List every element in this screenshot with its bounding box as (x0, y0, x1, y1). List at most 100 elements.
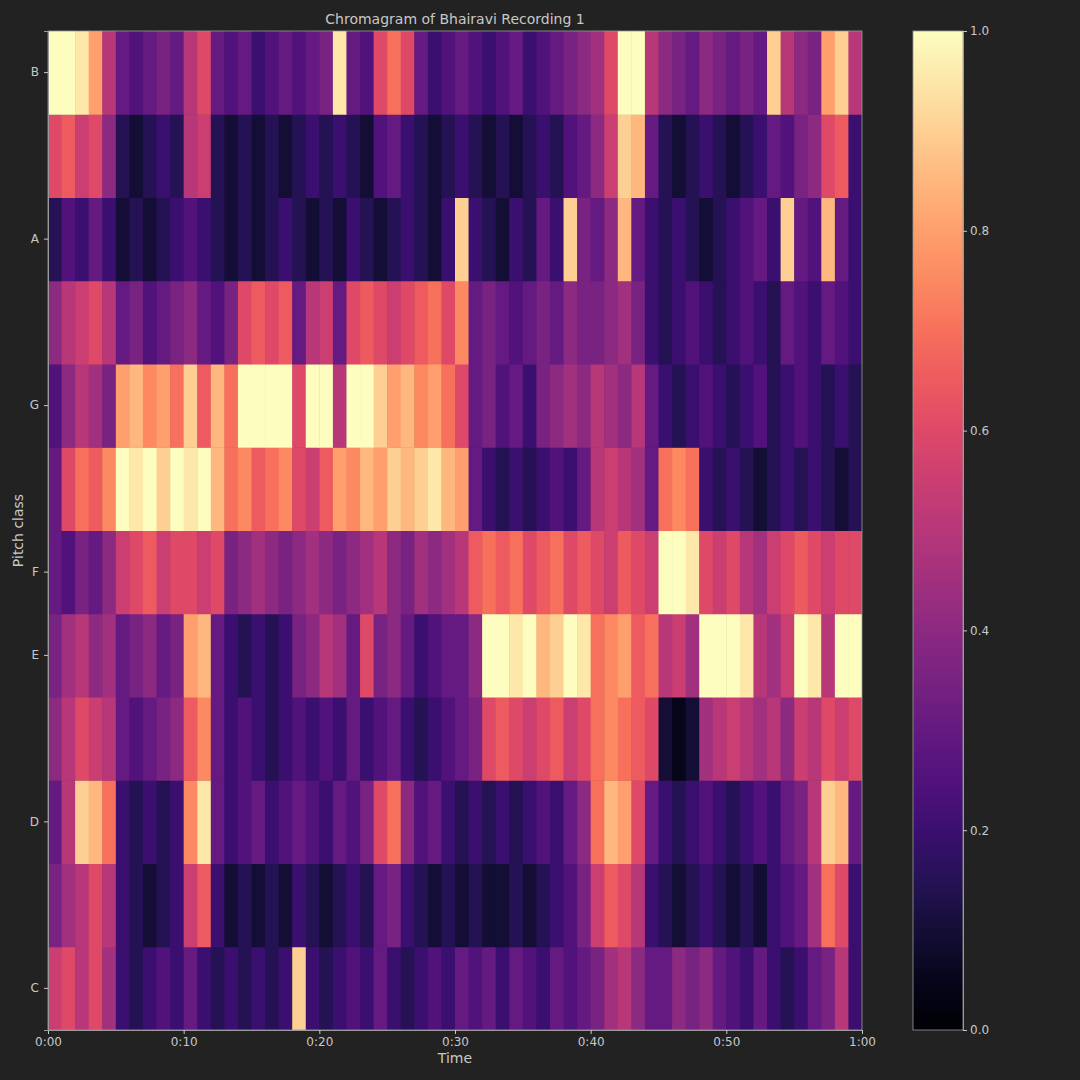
tick-label: 0.0 (970, 1023, 989, 1037)
tick-label: 1:00 (849, 1035, 876, 1049)
heatmap-cell (75, 114, 89, 198)
heatmap-cell (686, 947, 700, 1030)
heatmap-cell (346, 780, 360, 864)
heatmap-cell (170, 31, 184, 115)
heatmap-cell (75, 531, 89, 615)
tick-label: 0:30 (442, 1035, 469, 1049)
heatmap-cell (767, 531, 781, 615)
heatmap-cell (224, 614, 238, 698)
heatmap-cell (482, 697, 496, 781)
heatmap-cell (821, 31, 835, 115)
heatmap-cell (794, 281, 808, 365)
heatmap-cell (686, 697, 700, 781)
heatmap-cell (170, 614, 184, 698)
heatmap-cell (821, 531, 835, 615)
heatmap-cell (441, 364, 455, 448)
heatmap-cell (238, 531, 252, 615)
heatmap-cell (374, 614, 388, 698)
heatmap-cell (346, 447, 360, 531)
heatmap-cell (699, 447, 713, 531)
heatmap-cell (333, 364, 347, 448)
heatmap-cell (102, 697, 116, 781)
heatmap-cell (238, 364, 252, 448)
heatmap-cell (48, 780, 62, 864)
tick: 0.0 (963, 1023, 989, 1037)
heatmap-cell (740, 281, 754, 365)
heatmap-cell (564, 780, 578, 864)
tick-mark (44, 821, 48, 822)
heatmap-cell (808, 364, 822, 448)
heatmap-cell (116, 447, 130, 531)
heatmap-cell (808, 614, 822, 698)
heatmap-cell (401, 947, 415, 1030)
heatmap-cell (102, 947, 116, 1030)
heatmap-cell (129, 114, 143, 198)
heatmap-cell (252, 31, 266, 115)
heatmap-cell (577, 697, 591, 781)
heatmap-cell (279, 364, 293, 448)
heatmap-cell (48, 31, 62, 115)
heatmap-cell (143, 114, 157, 198)
heatmap-cell (767, 114, 781, 198)
heatmap-cell (645, 531, 659, 615)
heatmap-cell (455, 281, 469, 365)
heatmap-cell (129, 864, 143, 948)
heatmap-cell (699, 31, 713, 115)
heatmap-cell (279, 281, 293, 365)
x-axis-title: Time (437, 1050, 472, 1066)
heatmap-cell (672, 198, 686, 282)
heatmap-cell (89, 281, 103, 365)
heatmap-cell (252, 364, 266, 448)
tick-label: 1.0 (970, 24, 989, 38)
heatmap-cell (509, 364, 523, 448)
heatmap-cell (631, 947, 645, 1030)
heatmap-cell (292, 531, 306, 615)
heatmap-cell (252, 780, 266, 864)
heatmap-cell (441, 697, 455, 781)
heatmap-cell (129, 614, 143, 698)
heatmap-cell (374, 947, 388, 1030)
heatmap-cell (726, 531, 740, 615)
heatmap-cell (292, 947, 306, 1030)
heatmap-cell (387, 947, 401, 1030)
heatmap-cell (577, 947, 591, 1030)
heatmap-cell (455, 447, 469, 531)
heatmap-cell (753, 864, 767, 948)
heatmap-cell (184, 364, 198, 448)
heatmap-cell (564, 198, 578, 282)
heatmap-cell (401, 864, 415, 948)
heatmap-cell (672, 864, 686, 948)
heatmap-cell (577, 864, 591, 948)
heatmap-cell (645, 947, 659, 1030)
heatmap-cell (604, 31, 618, 115)
heatmap-cell (75, 864, 89, 948)
heatmap-cell (469, 531, 483, 615)
heatmap-cell (509, 281, 523, 365)
heatmap-cell (726, 697, 740, 781)
heatmap-cell (740, 780, 754, 864)
heatmap-cell (238, 864, 252, 948)
heatmap-cell (252, 697, 266, 781)
heatmap-cell (591, 281, 605, 365)
heatmap-cell (279, 864, 293, 948)
tick: 0.2 (963, 824, 989, 838)
heatmap-cell (129, 31, 143, 115)
heatmap-cell (75, 198, 89, 282)
heatmap-cell (360, 114, 374, 198)
heatmap-cell (211, 281, 225, 365)
heatmap-cell (170, 281, 184, 365)
heatmap-cell (129, 531, 143, 615)
heatmap-cell (62, 198, 76, 282)
heatmap-cell (62, 780, 76, 864)
heatmap-cell (265, 114, 279, 198)
heatmap-cell (536, 864, 550, 948)
heatmap-cell (564, 447, 578, 531)
heatmap-cell (319, 531, 333, 615)
heatmap-cell (618, 281, 632, 365)
heatmap-cell (387, 780, 401, 864)
heatmap-cell (414, 114, 428, 198)
heatmap-cell (252, 447, 266, 531)
heatmap-cell (224, 864, 238, 948)
tick-label: 0.6 (970, 424, 989, 438)
heatmap-cell (184, 614, 198, 698)
